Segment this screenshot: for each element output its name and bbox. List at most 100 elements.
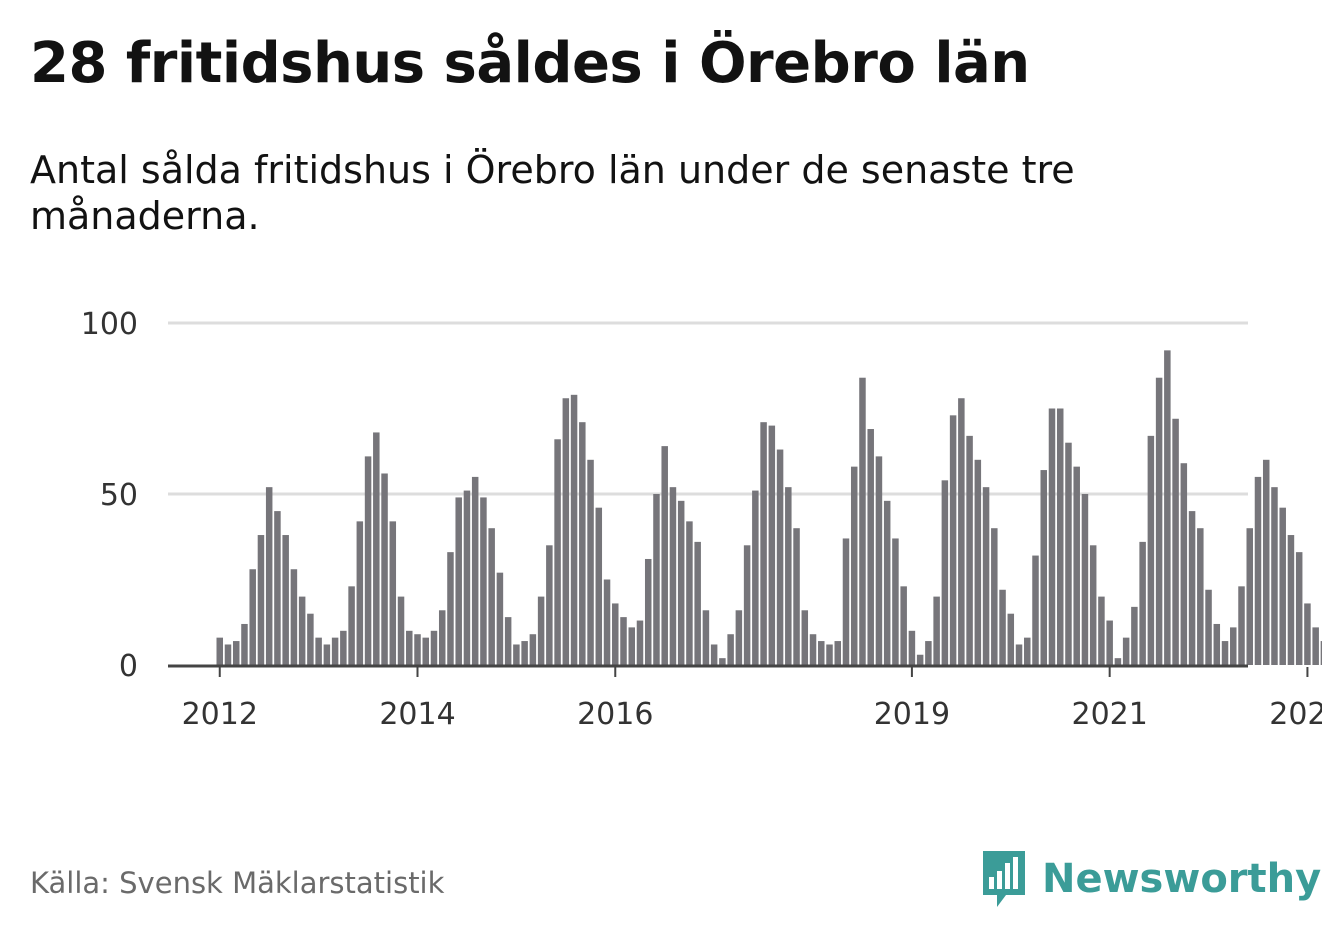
bar [850,466,858,665]
bar [628,627,635,665]
bar [587,459,594,665]
bar [463,490,471,665]
bar [644,558,652,665]
bar [875,456,883,665]
bar [570,394,578,665]
newsworthy-logo-icon [983,851,1025,907]
bar [488,528,495,665]
x-tick-label: 2021 [1071,697,1147,732]
bar [1048,408,1056,665]
bar [1188,511,1196,665]
bar [776,449,784,665]
bar [620,617,627,665]
bar [1279,507,1286,665]
bar [603,579,611,665]
y-tick-label: 100 [81,307,138,342]
bar [579,422,586,665]
bar [785,487,792,665]
bar [340,630,347,665]
bar [1262,459,1270,665]
bar [1312,627,1319,665]
bar [1164,350,1171,665]
bar [430,630,438,665]
x-tick-label: 2019 [874,697,950,732]
bar [966,435,973,665]
bar [480,497,487,665]
bar [307,613,314,665]
bar [274,511,281,665]
bar [892,538,899,665]
bar [612,603,619,665]
bar [1254,476,1262,665]
bar [471,476,479,665]
bar [925,641,932,665]
y-tick-label: 50 [100,478,138,513]
bar [562,398,570,665]
x-tick-label: 2012 [182,697,258,732]
bar [743,545,751,665]
bar [1197,528,1204,665]
bar [1007,613,1015,665]
bar [793,528,800,665]
bar [1081,494,1089,665]
x-tick-label: 2016 [577,697,653,732]
bar [521,641,528,665]
bar [496,572,504,665]
bar [537,596,545,665]
bar [974,459,982,665]
bar [1122,637,1130,665]
bar [1024,637,1031,665]
bar [257,535,265,665]
bar [752,490,759,665]
bar [1246,528,1253,665]
bar [323,644,331,665]
bar [818,641,825,665]
bar [842,538,850,665]
bar [1065,442,1072,665]
bar [867,429,874,665]
bar [438,610,446,665]
bar [1089,545,1097,665]
bar [1155,377,1163,665]
bar [933,596,940,665]
bar [1230,627,1237,665]
bar [298,596,306,665]
bar [826,644,833,665]
x-tick-label: 2023 [1269,697,1322,732]
bar [916,654,924,665]
bar [232,641,240,665]
bar [991,528,998,665]
bar [883,500,891,665]
bar [859,377,866,665]
bar [669,487,677,665]
bar [1106,620,1113,665]
chart-subtitle: Antal sålda fritidshus i Örebro län unde… [30,148,1075,238]
bar [1320,641,1322,665]
bar [1205,589,1212,665]
bar [554,439,561,665]
bar [710,644,718,665]
bar [1180,463,1188,665]
bar [241,623,248,665]
bar [636,620,644,665]
bar [348,586,355,665]
bar [941,480,949,665]
bar [389,521,397,665]
bar [265,487,273,665]
bar [529,634,537,665]
bar [1221,641,1229,665]
brand-name: Newsworthy [1042,856,1322,902]
bar [1287,535,1295,665]
bar [290,569,298,665]
bar [834,641,841,665]
bar [1213,623,1221,665]
bar [513,644,520,665]
bar [653,494,660,665]
bar [958,398,965,665]
bar [331,637,339,665]
bar [414,634,421,665]
bar [702,610,710,665]
x-tick-label: 2014 [379,697,455,732]
y-tick-label: 0 [119,649,138,684]
